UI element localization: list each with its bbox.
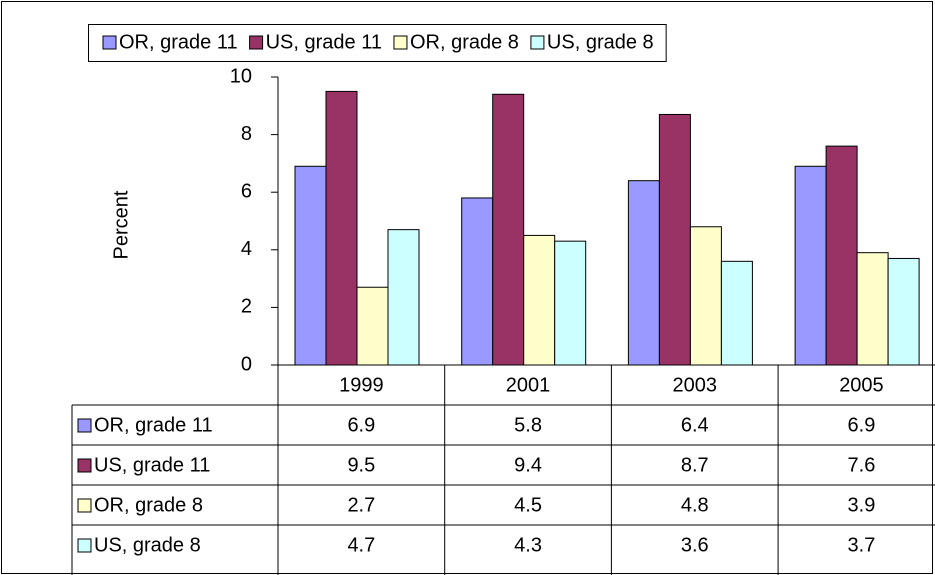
y-tick-label: 10 <box>230 65 252 87</box>
bar <box>554 240 587 366</box>
table-cell: 8.7 <box>681 454 709 476</box>
table-swatch <box>77 538 92 553</box>
table-cell: 4.8 <box>681 494 709 516</box>
table-swatch <box>77 498 92 513</box>
table-row-label: OR, grade 8 <box>94 494 203 516</box>
table-row-label: US, grade 11 <box>94 454 210 476</box>
bar <box>887 257 920 366</box>
x-tick-label: 1999 <box>339 374 384 396</box>
legend-label: OR, grade 8 <box>410 31 519 53</box>
y-tick-label: 2 <box>241 296 252 318</box>
bar <box>627 180 660 366</box>
table-cell: 9.4 <box>514 454 542 476</box>
legend-swatch <box>102 35 117 50</box>
table-cell: 6.9 <box>848 414 876 436</box>
bar <box>658 113 691 366</box>
bar <box>356 286 389 366</box>
bar <box>794 165 827 366</box>
bar <box>720 260 753 366</box>
table-cell: 4.5 <box>514 494 542 516</box>
table-cell: 6.9 <box>347 414 375 436</box>
y-tick-label: 6 <box>241 180 252 202</box>
legend-swatch <box>249 35 264 50</box>
table-cell: 3.6 <box>681 534 709 556</box>
bar <box>856 252 889 366</box>
legend-label: OR, grade 11 <box>119 31 238 53</box>
table-cell: 6.4 <box>681 414 709 436</box>
legend-swatch <box>393 35 408 50</box>
bar <box>387 229 420 366</box>
table-swatch <box>77 458 92 473</box>
legend-box <box>88 24 667 62</box>
table-cell: 7.6 <box>848 454 876 476</box>
legend-swatch <box>530 35 545 50</box>
table-cell: 3.9 <box>848 494 876 516</box>
table-cell: 4.3 <box>514 534 542 556</box>
table-row-label: US, grade 8 <box>94 534 201 556</box>
table-cell: 2.7 <box>347 494 375 516</box>
x-tick-label: 2005 <box>839 374 884 396</box>
legend-label: US, grade 11 <box>266 31 382 53</box>
y-tick-label: 8 <box>241 123 252 145</box>
bar <box>689 226 722 366</box>
table-cell: 3.7 <box>848 534 876 556</box>
bar <box>523 234 556 366</box>
bar <box>294 165 327 366</box>
x-tick-label: 2001 <box>506 374 551 396</box>
bar <box>325 90 358 366</box>
table-row-label: OR, grade 11 <box>94 414 213 436</box>
x-tick-label: 2003 <box>673 374 718 396</box>
y-tick-label: 4 <box>241 238 252 260</box>
bar <box>461 197 494 366</box>
table-cell: 4.7 <box>347 534 375 556</box>
table-swatch <box>77 418 92 433</box>
table-cell: 9.5 <box>347 454 375 476</box>
y-tick-label: 0 <box>241 353 252 375</box>
table-cell: 5.8 <box>514 414 542 436</box>
bar <box>492 93 525 366</box>
bar <box>825 145 858 366</box>
legend-label: US, grade 8 <box>547 31 654 53</box>
y-axis-label: Percent <box>110 190 132 259</box>
